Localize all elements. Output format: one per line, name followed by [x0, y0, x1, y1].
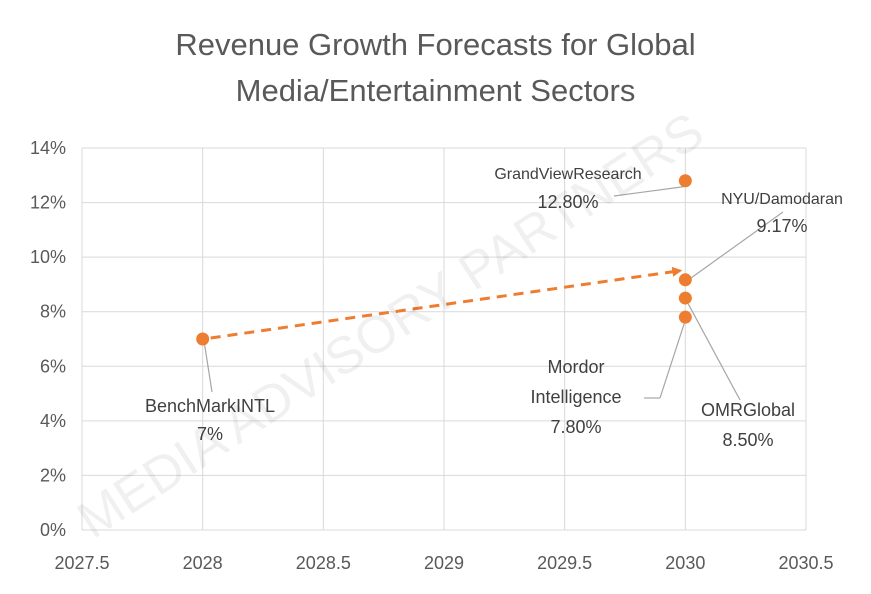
- chart-title-line-1: Revenue Growth Forecasts for Global: [175, 27, 696, 62]
- data-point: [196, 332, 210, 346]
- x-tick-label: 2029: [424, 553, 464, 573]
- x-tick-label: 2030: [665, 553, 705, 573]
- gridlines: [81, 147, 807, 531]
- y-tick-label: 10%: [30, 247, 66, 267]
- label-nyu-damodaran-value: 9.17%: [756, 216, 807, 236]
- y-tick-label: 14%: [30, 138, 66, 158]
- leader-line: [659, 322, 685, 399]
- data-point: [678, 291, 692, 305]
- y-tick-label: 4%: [40, 411, 66, 431]
- leader-line: [690, 211, 784, 279]
- x-tick-label: 2028: [183, 553, 223, 573]
- chart-title-line-2: Media/Entertainment Sectors: [235, 73, 636, 108]
- data-point: [678, 273, 692, 287]
- x-tick-label: 2027.5: [54, 553, 109, 573]
- leader-line: [687, 303, 741, 401]
- x-tick-label: 2028.5: [296, 553, 351, 573]
- label-mordor-name-line-1: Mordor: [547, 357, 604, 377]
- label-mordor-value: 7.80%: [550, 417, 601, 437]
- x-tick-label: 2029.5: [537, 553, 592, 573]
- label-benchmarkintl-name: BenchMarkINTL: [145, 396, 275, 416]
- y-tick-label: 0%: [40, 520, 66, 540]
- y-axis-tick-labels: 0% 2% 4% 6% 8% 10% 12% 14%: [30, 138, 66, 540]
- x-axis-tick-labels: 2027.5 2028 2028.5 2029 2029.5 2030 2030.5: [54, 553, 833, 573]
- label-grandviewresearch-value: 12.80%: [537, 192, 598, 212]
- y-tick-label: 2%: [40, 465, 66, 485]
- y-tick-label: 8%: [40, 302, 66, 322]
- chart-title: Revenue Growth Forecasts for Global Medi…: [0, 22, 871, 114]
- data-point: [678, 310, 692, 324]
- y-tick-label: 6%: [40, 356, 66, 376]
- data-point: [678, 174, 692, 188]
- trend-arrow: [210, 266, 683, 340]
- label-omrglobal-value: 8.50%: [722, 430, 773, 450]
- y-tick-label: 12%: [30, 193, 66, 213]
- label-nyu-damodaran-name: NYU/Damodaran: [721, 191, 843, 208]
- label-benchmarkintl-value: 7%: [197, 424, 223, 444]
- annotation-leader-lines: [204, 186, 784, 401]
- x-tick-label: 2030.5: [778, 553, 833, 573]
- watermark: MEDIA ADVISORY PARTNERS: [68, 102, 714, 550]
- leader-line: [204, 344, 213, 393]
- label-grandviewresearch-name: GrandViewResearch: [494, 166, 641, 183]
- leader-line: [613, 186, 684, 197]
- label-mordor-name-line-2: Intelligence: [530, 387, 621, 407]
- label-omrglobal-name: OMRGlobal: [701, 400, 795, 420]
- data-points: [196, 174, 692, 346]
